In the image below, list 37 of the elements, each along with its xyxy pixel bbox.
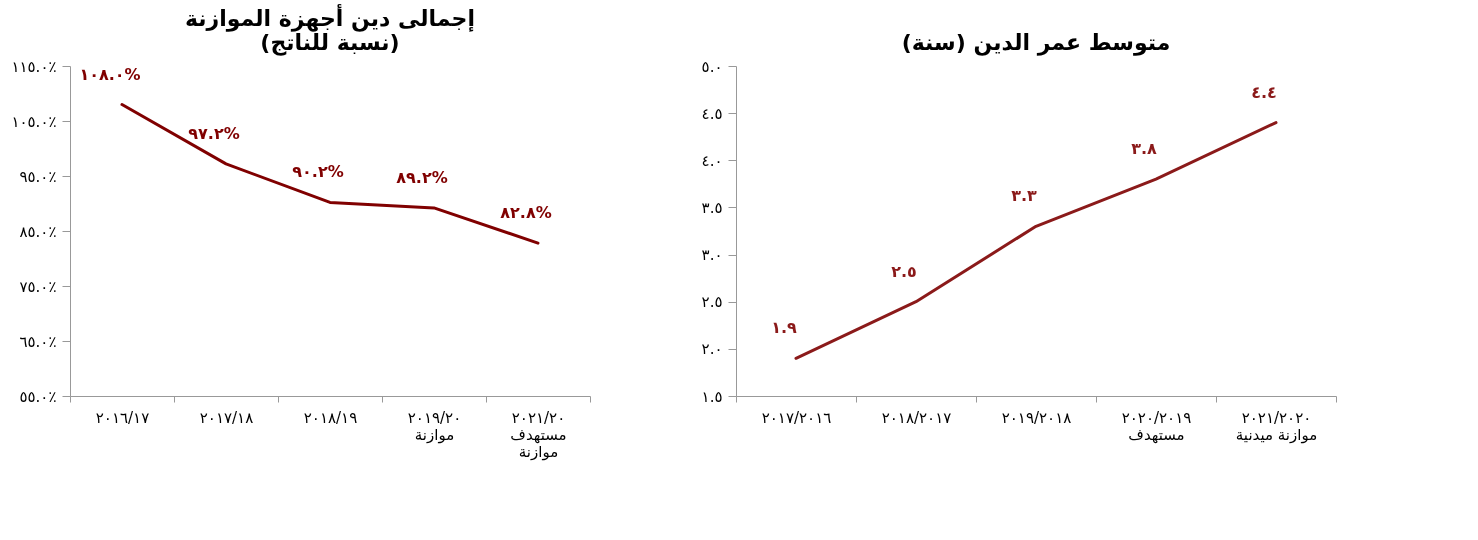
data-label: ٩٧.٢%	[188, 123, 240, 143]
y-tick-label: ٥.٠	[701, 57, 723, 76]
y-tick-label: ١١٥.٠٪	[11, 57, 57, 76]
chart-title: إجمالى دين أجهزة الموازنة (نسبة للناتج)	[185, 3, 475, 56]
y-tick-label: ٢.٥	[701, 293, 723, 312]
y-tick-label: ٤.٥	[701, 104, 723, 123]
x-tick-label: ٢٠١٩/٢٠ موازنة	[407, 408, 462, 444]
data-label: ٨٢.٨%	[500, 203, 552, 223]
x-tick-label: ٢٠٢١/٢٠٢٠ موازنة ميدنية	[1235, 408, 1318, 444]
x-tick-label: ٢٠١٩/٢٠١٨	[1001, 408, 1072, 427]
x-tick-label: ٢٠٢١/٢٠ مستهدف موازنة	[510, 408, 567, 461]
x-tick-label: ٢٠١٦/١٧	[95, 408, 150, 427]
data-label: ٣.٣	[1011, 186, 1038, 206]
y-tick-label: ٢.٠	[701, 340, 723, 359]
data-label: ٤.٤	[1251, 82, 1277, 102]
x-tick-label: ٢٠١٨/٢٠١٧	[881, 408, 952, 427]
chart-title: متوسط عمر الدين (سنة)	[901, 30, 1171, 56]
x-tick-label: ٢٠١٨/١٩	[303, 408, 358, 427]
y-tick-label: ٦٥.٠٪	[19, 332, 57, 351]
y-tick-label: ٩٥.٠٪	[19, 167, 57, 186]
y-tick-label: ٥٥.٠٪	[19, 387, 57, 406]
data-label: ١.٩	[771, 318, 798, 338]
data-label: ١٠٨.٠%	[79, 64, 141, 84]
data-label: ٩٠.٢%	[292, 162, 344, 182]
data-label: ٣.٨	[1131, 139, 1158, 159]
y-tick-label: ١٠٥.٠٪	[11, 112, 57, 131]
data-label: ٨٩.٢%	[396, 167, 448, 187]
y-tick-label: ٣.٠	[701, 246, 723, 265]
y-tick-label: ٨٥.٠٪	[19, 222, 57, 241]
y-tick-label: ٣.٥	[701, 198, 723, 217]
y-tick-label: ٧٥.٠٪	[19, 277, 57, 296]
x-tick-label: ٢٠٢٠/٢٠١٩ مستهدف	[1121, 408, 1192, 444]
y-tick-label: ١.٥	[701, 387, 723, 406]
x-tick-label: ٢٠١٧/٢٠١٦	[761, 408, 832, 427]
data-label: ٢.٥	[891, 261, 917, 281]
x-tick-label: ٢٠١٧/١٨	[199, 408, 254, 427]
y-tick-label: ٤.٠	[701, 151, 723, 170]
